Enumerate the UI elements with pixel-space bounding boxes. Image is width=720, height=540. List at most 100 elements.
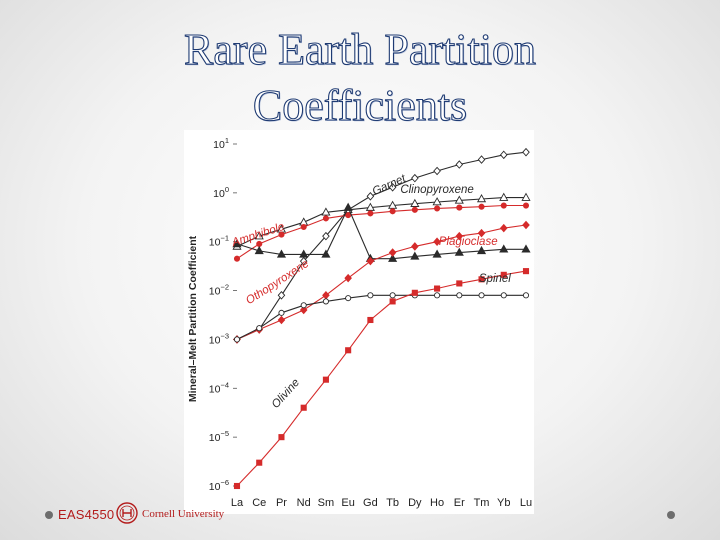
chart-svg: Mineral–Melt Partition Coefficient Garne… [187, 136, 532, 509]
data-point [367, 292, 374, 299]
data-point [367, 316, 374, 324]
data-point [477, 228, 486, 238]
data-point [455, 231, 464, 241]
data-point [476, 245, 487, 255]
data-point [256, 459, 263, 466]
series-olivine [233, 268, 530, 490]
y-tick-label: 10−3 [209, 331, 229, 346]
data-point [522, 202, 530, 209]
data-point [411, 206, 418, 213]
data-point [499, 223, 508, 233]
series-line [236, 197, 526, 247]
x-tick-label: Yb [497, 497, 510, 509]
footer-bullet-left [45, 511, 53, 519]
slide-title-line-2: Coefficients [252, 80, 468, 130]
data-point [300, 223, 307, 231]
data-point [411, 173, 419, 183]
series-line [236, 294, 526, 340]
y-tick-label: 10−1 [209, 234, 229, 249]
x-tick-label: La [231, 497, 244, 509]
data-point [410, 198, 420, 207]
data-point [345, 295, 352, 302]
series-amphibole [233, 202, 530, 262]
series-line [236, 151, 527, 340]
data-point [233, 255, 241, 262]
data-point [433, 166, 441, 176]
data-point [389, 208, 396, 215]
data-point [499, 244, 509, 253]
series-clinopyroxene [232, 192, 531, 250]
y-tick-label: 10−4 [209, 380, 229, 395]
data-point [322, 215, 329, 222]
data-point [366, 192, 375, 201]
data-point [434, 205, 441, 212]
data-point [411, 289, 418, 296]
x-tick-label: Ce [252, 497, 266, 509]
data-point [522, 292, 530, 299]
data-point [455, 160, 464, 169]
data-point [499, 192, 509, 201]
data-point [454, 195, 464, 204]
data-point [254, 245, 264, 255]
data-point [321, 207, 331, 216]
data-point [411, 242, 419, 251]
data-point [254, 231, 264, 240]
data-point [276, 249, 287, 258]
x-tick-label: Sm [318, 497, 335, 509]
data-point [456, 280, 463, 287]
series-line [236, 224, 527, 340]
data-point [300, 404, 307, 411]
x-tick-label: Tm [474, 497, 490, 509]
data-point [277, 291, 286, 300]
cornell-seal-icon [116, 502, 138, 524]
series-label: Othopyroxene [244, 258, 311, 307]
data-point [256, 240, 263, 247]
data-point [388, 183, 397, 192]
x-tick-label: Tb [386, 497, 399, 509]
x-tick-label: Nd [297, 497, 311, 509]
data-point [389, 298, 396, 305]
data-point [367, 210, 374, 217]
data-point [278, 309, 285, 316]
data-point [345, 347, 352, 354]
y-axis-label: Mineral–Melt Partition Coefficient [187, 235, 199, 402]
y-tick-label: 10−6 [209, 478, 229, 493]
x-tick-label: Lu [520, 497, 532, 509]
course-code: EAS4550 [58, 507, 115, 522]
data-point [277, 315, 286, 325]
data-point [433, 237, 441, 246]
footer-bullet-right [667, 511, 675, 519]
data-point [233, 482, 241, 490]
data-point [322, 231, 330, 241]
slide-title-line-1: Rare Earth Partition [183, 24, 536, 74]
data-point [432, 197, 442, 206]
data-point [345, 212, 352, 219]
data-point [321, 249, 331, 258]
data-point [388, 253, 398, 262]
university-name: Cornell University [142, 508, 225, 520]
data-point [500, 202, 507, 209]
y-tick-label: 10−5 [209, 429, 229, 444]
data-point [522, 220, 530, 230]
data-point [278, 231, 285, 238]
series-label: Olivine [270, 377, 302, 411]
data-point [322, 298, 329, 305]
data-point [299, 305, 308, 315]
data-point [477, 155, 486, 164]
data-point [299, 256, 308, 266]
x-tick-label: Ho [430, 497, 444, 509]
data-point [434, 292, 441, 299]
data-point [343, 202, 353, 211]
data-point [499, 150, 508, 160]
ree-partition-chart: Mineral–Melt Partition Coefficient Garne… [184, 130, 534, 514]
data-point [432, 249, 442, 258]
series-label: Clinopyroxene [400, 184, 474, 196]
data-point [522, 268, 530, 275]
data-point [322, 376, 329, 383]
data-point [278, 434, 285, 441]
data-point [456, 292, 463, 299]
data-point [256, 325, 263, 332]
data-point [233, 336, 241, 343]
data-point [478, 292, 485, 299]
data-point [410, 251, 420, 260]
